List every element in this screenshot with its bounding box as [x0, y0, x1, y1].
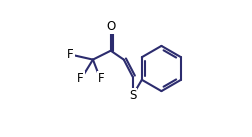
- Text: F: F: [98, 72, 104, 85]
- Text: O: O: [106, 20, 115, 33]
- Text: F: F: [77, 72, 84, 85]
- Text: F: F: [67, 48, 73, 61]
- Text: S: S: [129, 89, 136, 102]
